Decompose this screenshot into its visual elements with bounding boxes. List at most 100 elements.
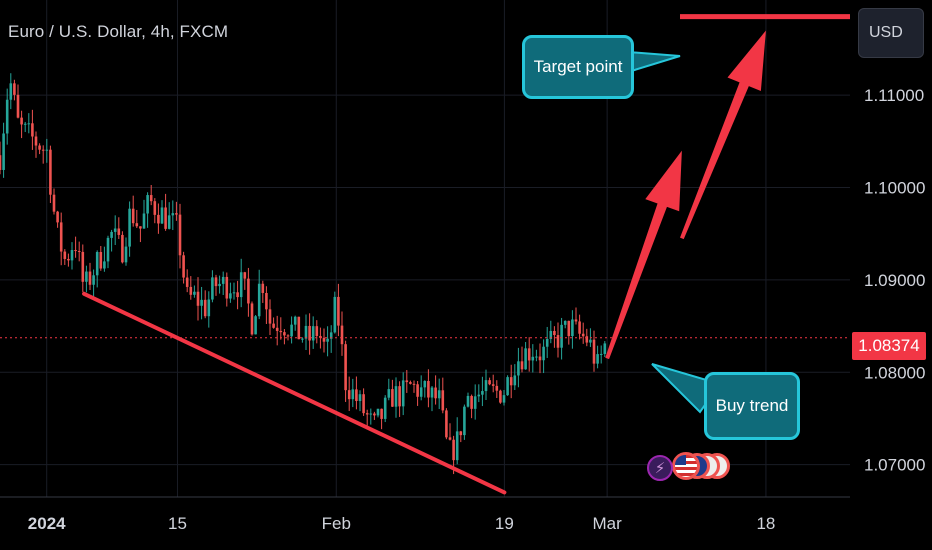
candle-body xyxy=(290,324,293,337)
candle-body xyxy=(383,397,387,419)
candle-body xyxy=(387,389,391,398)
candle-body xyxy=(2,133,5,170)
time-axis: 2024 15 Feb 19 Mar 18 xyxy=(28,514,776,533)
candle-body xyxy=(63,251,67,259)
target-point-callout[interactable]: Target point xyxy=(522,35,634,99)
x-tick-label: Feb xyxy=(322,514,351,533)
candle-body xyxy=(315,326,319,336)
y-tick-label: 1.11000 xyxy=(864,86,924,105)
candle-body xyxy=(95,252,99,276)
candle-body xyxy=(167,215,171,229)
candle-body xyxy=(311,326,315,341)
candle-body xyxy=(578,321,581,334)
candle-body xyxy=(178,214,182,256)
candle-body xyxy=(142,213,146,229)
candle-body xyxy=(27,123,31,125)
candle-body xyxy=(445,410,448,438)
candle-body xyxy=(358,394,362,402)
symbol-title[interactable]: Euro / U.S. Dollar, 4h, FXCM xyxy=(8,22,229,41)
candle-body xyxy=(0,155,2,170)
candle-body xyxy=(218,283,221,287)
lightning-icon[interactable]: ⚡ xyxy=(647,455,673,481)
candle-body xyxy=(149,195,153,202)
candle-body xyxy=(391,389,394,407)
candle-body xyxy=(581,333,585,337)
candle-body xyxy=(423,380,427,388)
candle-body xyxy=(207,299,211,317)
x-tick-label: Mar xyxy=(593,514,623,533)
candle-body xyxy=(463,406,466,436)
candle-body xyxy=(52,194,56,212)
candle-body xyxy=(254,316,257,335)
candle-body xyxy=(405,380,409,383)
candle-body xyxy=(545,338,549,347)
candle-body xyxy=(279,330,283,333)
candle-body xyxy=(16,94,20,118)
candle-body xyxy=(59,222,63,252)
candle-body xyxy=(556,335,560,348)
candle-body xyxy=(257,283,261,317)
candle-body xyxy=(49,149,52,195)
candle-body xyxy=(452,439,455,461)
candle-body xyxy=(319,335,322,338)
candle-body xyxy=(70,250,74,261)
candle-body xyxy=(409,382,412,384)
candle-body xyxy=(117,228,121,235)
candle-body xyxy=(574,319,578,322)
candle-body xyxy=(394,386,398,407)
candle-body xyxy=(365,413,369,415)
us-flag-icon[interactable] xyxy=(672,452,700,480)
candle-body xyxy=(243,272,247,279)
candle-body xyxy=(563,320,567,325)
candle-body xyxy=(308,325,311,341)
candle-body xyxy=(189,286,193,295)
current-price-tag: 1.08374 xyxy=(852,332,926,360)
candle-body xyxy=(139,226,142,229)
candle-body xyxy=(103,261,106,269)
candle-body xyxy=(185,277,189,287)
candle-body xyxy=(9,83,13,100)
candle-body xyxy=(214,277,218,287)
candle-body xyxy=(473,396,477,409)
candle-body xyxy=(484,380,488,392)
candle-body xyxy=(542,346,545,361)
candle-body xyxy=(599,353,603,355)
candle-body xyxy=(553,330,556,336)
candle-body xyxy=(146,195,149,214)
x-tick-label: 19 xyxy=(495,514,514,533)
candle-body xyxy=(337,296,340,326)
buy-trend-callout[interactable]: Buy trend xyxy=(704,372,800,440)
candle-body xyxy=(171,213,175,216)
candle-body xyxy=(99,252,103,269)
candle-body xyxy=(495,385,499,391)
projection-arrow xyxy=(680,30,766,240)
candle-body xyxy=(513,375,517,386)
candle-body xyxy=(293,316,297,325)
candle-body xyxy=(38,145,41,150)
candle-body xyxy=(538,356,542,361)
y-tick-label: 1.07000 xyxy=(864,456,925,475)
candle-body xyxy=(571,319,574,337)
candle-body xyxy=(121,234,124,263)
candle-body xyxy=(481,391,484,395)
candle-body xyxy=(502,395,506,403)
candle-body xyxy=(41,149,45,151)
candle-body xyxy=(23,123,27,125)
candle-body xyxy=(401,380,405,407)
candle-body xyxy=(157,214,160,224)
candle-body xyxy=(412,383,416,385)
candle-body xyxy=(520,361,524,370)
candle-body xyxy=(527,348,531,361)
candle-body xyxy=(455,431,459,461)
candle-body xyxy=(13,83,16,95)
candle-body xyxy=(56,211,59,223)
candle-body xyxy=(113,228,117,232)
candle-body xyxy=(182,255,185,278)
currency-button[interactable]: USD xyxy=(858,8,924,58)
candle-body xyxy=(31,123,34,137)
candle-body xyxy=(596,354,599,364)
candle-body xyxy=(297,316,301,340)
price-axis: 1.11000 1.10000 1.09000 1.08000 1.07000 xyxy=(864,86,925,475)
candle-body xyxy=(236,292,239,298)
